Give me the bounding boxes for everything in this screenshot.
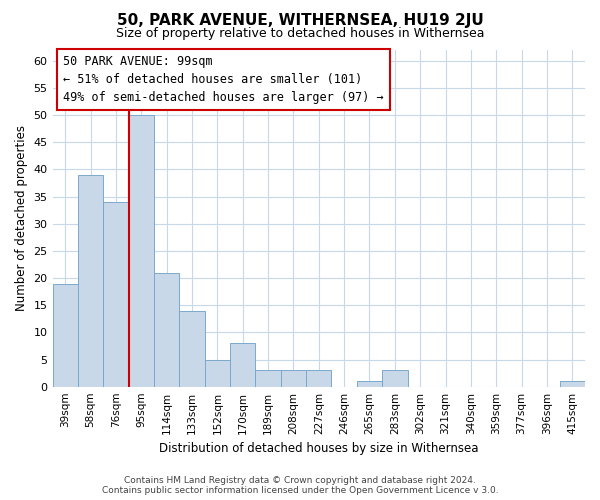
Bar xyxy=(357,382,382,386)
Bar xyxy=(205,360,230,386)
Bar xyxy=(560,382,585,386)
Bar xyxy=(53,284,78,387)
Bar xyxy=(256,370,281,386)
Bar xyxy=(179,310,205,386)
Bar xyxy=(230,343,256,386)
Bar xyxy=(281,370,306,386)
Bar xyxy=(128,115,154,386)
Bar xyxy=(154,272,179,386)
Text: Contains HM Land Registry data © Crown copyright and database right 2024.
Contai: Contains HM Land Registry data © Crown c… xyxy=(101,476,499,495)
Text: Size of property relative to detached houses in Withernsea: Size of property relative to detached ho… xyxy=(116,28,484,40)
Bar xyxy=(103,202,128,386)
Bar xyxy=(78,175,103,386)
X-axis label: Distribution of detached houses by size in Withernsea: Distribution of detached houses by size … xyxy=(159,442,479,455)
Y-axis label: Number of detached properties: Number of detached properties xyxy=(15,126,28,312)
Text: 50 PARK AVENUE: 99sqm
← 51% of detached houses are smaller (101)
49% of semi-det: 50 PARK AVENUE: 99sqm ← 51% of detached … xyxy=(63,55,384,104)
Bar xyxy=(306,370,331,386)
Text: 50, PARK AVENUE, WITHERNSEA, HU19 2JU: 50, PARK AVENUE, WITHERNSEA, HU19 2JU xyxy=(116,12,484,28)
Bar xyxy=(382,370,407,386)
